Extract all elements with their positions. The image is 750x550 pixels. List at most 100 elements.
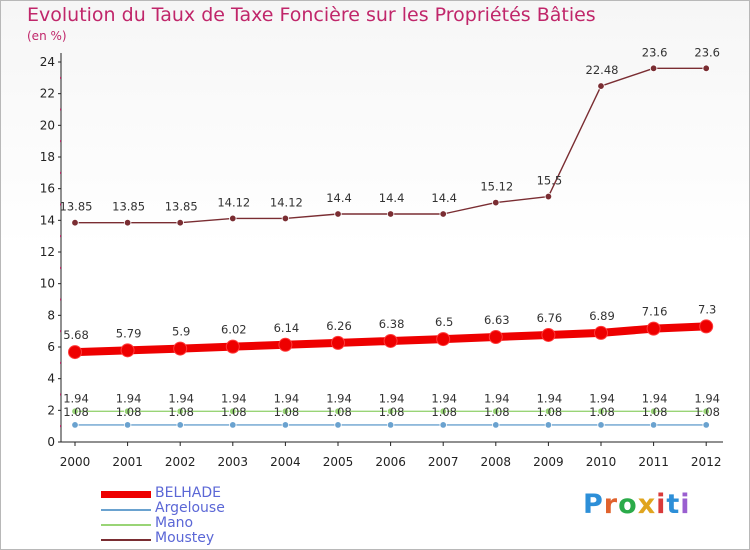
data-point-mano — [597, 407, 605, 415]
y-tick-label: 6 — [47, 340, 55, 354]
data-label-argelouse: 1.08 — [537, 405, 563, 419]
data-point-belhade — [225, 339, 240, 354]
data-point-belhade — [699, 319, 714, 334]
y-tick-label: 14 — [40, 213, 55, 227]
x-tick-label: 2006 — [375, 455, 406, 469]
logo-letter: r — [603, 489, 619, 520]
data-label-belhade: 6.63 — [484, 313, 510, 327]
data-point-argelouse — [176, 421, 184, 429]
data-point-belhade — [436, 332, 451, 347]
data-point-argelouse — [439, 421, 447, 429]
data-point-argelouse — [71, 421, 79, 429]
data-point-belhade — [120, 343, 135, 358]
x-tick-label: 2012 — [691, 455, 722, 469]
x-tick-label: 2007 — [428, 455, 459, 469]
data-label-moustey: 15.5 — [537, 174, 563, 188]
y-tick-label: 18 — [40, 150, 55, 164]
data-label-belhade: 6.26 — [326, 319, 352, 333]
data-point-argelouse — [492, 421, 500, 429]
data-label-moustey: 14.4 — [326, 191, 352, 205]
data-label-argelouse: 1.08 — [694, 405, 720, 419]
x-tick-label: 2001 — [112, 455, 143, 469]
data-label-mano: 1.94 — [642, 391, 668, 405]
data-point-belhade — [278, 337, 293, 352]
legend-swatch — [101, 539, 151, 541]
data-point-mano — [386, 407, 395, 415]
legend-swatch — [101, 491, 151, 498]
data-label-mano: 1.94 — [537, 391, 563, 405]
data-point-argelouse — [229, 421, 237, 429]
data-label-belhade: 7.3 — [698, 302, 716, 316]
x-tick-label: 2002 — [165, 455, 196, 469]
x-tick-label: 2005 — [323, 455, 354, 469]
data-label-mano: 1.94 — [379, 391, 405, 405]
data-point-argelouse — [386, 421, 395, 429]
data-label-moustey: 14.4 — [431, 191, 457, 205]
data-point-mano — [439, 407, 447, 415]
data-label-argelouse: 1.08 — [589, 405, 615, 419]
data-point-mano — [123, 407, 132, 415]
unit-label: (en %) — [27, 29, 67, 43]
data-label-moustey: 13.85 — [60, 200, 93, 214]
data-point-argelouse — [597, 421, 605, 429]
logo-letter: i — [656, 489, 667, 520]
data-label-mano: 1.94 — [431, 391, 457, 405]
data-labels-layer: 5.68 5.79 5.9 6.02 6.14 6.26 6.38 6.5 6.63 6.76 6.… — [60, 45, 720, 419]
y-tick-label: 22 — [40, 87, 55, 101]
legend-label: Moustey — [155, 530, 215, 546]
data-label-moustey: 14.4 — [379, 191, 405, 205]
x-tick-label: 2008 — [481, 455, 512, 469]
logo-letter: t — [666, 489, 681, 520]
data-point-moustey — [492, 198, 500, 207]
data-label-argelouse: 1.08 — [379, 405, 405, 419]
y-tick-label: 20 — [40, 118, 55, 132]
logo-letter: x — [637, 489, 657, 520]
x-tick-label: 2011 — [638, 455, 669, 469]
data-point-mano — [71, 407, 79, 415]
data-label-moustey: 13.85 — [112, 200, 145, 214]
y-tick-label: 4 — [47, 372, 55, 386]
data-label-moustey: 22.48 — [586, 63, 619, 77]
data-point-moustey — [386, 210, 395, 218]
data-label-mano: 1.94 — [116, 391, 142, 405]
data-point-belhade — [488, 330, 503, 345]
data-label-mano: 1.94 — [221, 391, 247, 405]
data-label-belhade: 5.68 — [63, 328, 89, 342]
data-point-moustey — [597, 82, 605, 90]
x-tick-label: 2004 — [270, 455, 301, 469]
logo-letter: P — [583, 489, 604, 520]
data-point-argelouse — [544, 421, 553, 429]
data-label-mano: 1.94 — [274, 391, 300, 405]
data-point-belhade — [331, 335, 345, 350]
data-point-moustey — [281, 214, 290, 223]
legend-label: BELHADE — [155, 485, 221, 501]
data-label-belhade: 6.02 — [221, 323, 247, 337]
legend-label: Mano — [155, 515, 194, 531]
legend-item-argelouse: Argelouse — [101, 500, 301, 517]
y-tick-label: 16 — [40, 182, 55, 196]
data-point-argelouse — [649, 421, 658, 429]
data-label-belhade: 6.38 — [379, 317, 405, 331]
data-point-mano — [649, 407, 658, 415]
legend-item-moustey: Moustey — [101, 530, 301, 547]
data-label-moustey: 14.12 — [217, 195, 250, 209]
data-label-belhade: 6.14 — [274, 321, 300, 335]
data-label-mano: 1.94 — [63, 391, 89, 405]
legend-label: Argelouse — [155, 500, 225, 516]
data-point-belhade — [594, 325, 608, 340]
data-point-moustey — [334, 210, 342, 218]
data-label-mano: 1.94 — [326, 391, 352, 405]
data-label-belhade: 7.16 — [642, 305, 668, 319]
x-tick-label: 2000 — [60, 455, 91, 469]
data-point-argelouse — [702, 421, 710, 429]
y-tick-label: 2 — [47, 403, 55, 417]
data-label-mano: 1.94 — [694, 391, 720, 405]
data-label-argelouse: 1.08 — [642, 405, 668, 419]
logo-letter: o — [618, 489, 638, 520]
data-point-belhade — [541, 327, 556, 342]
data-label-belhade: 6.89 — [589, 309, 615, 323]
legend-item-belhade: BELHADE — [101, 485, 301, 502]
data-label-mano: 1.94 — [589, 391, 615, 405]
data-label-argelouse: 1.08 — [168, 405, 194, 419]
series-layer — [68, 64, 714, 429]
